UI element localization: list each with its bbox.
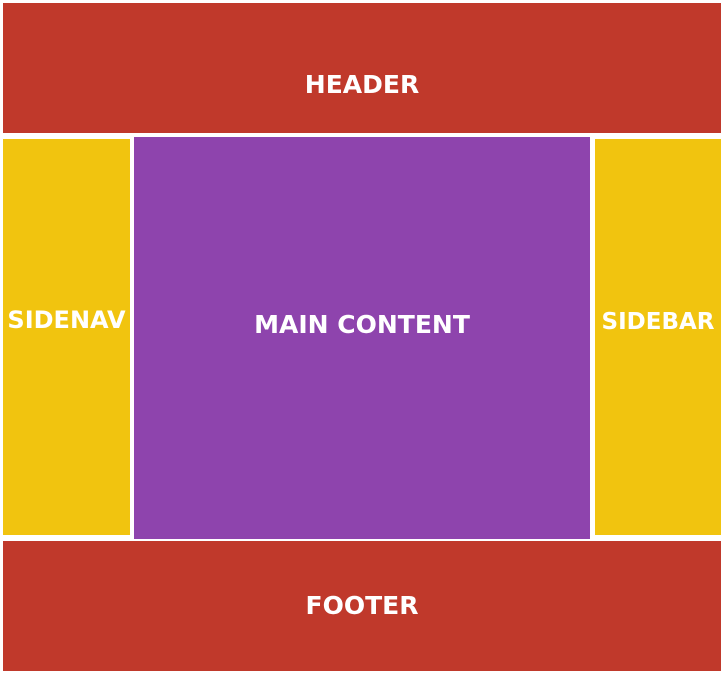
footer-region: FOOTER <box>3 541 721 671</box>
sidenav-region: SIDENAV <box>3 139 130 535</box>
main-content-label: MAIN CONTENT <box>254 309 470 339</box>
sidebar-label: SIDEBAR <box>601 309 715 335</box>
sidebar-region: SIDEBAR <box>595 139 721 535</box>
sidenav-label: SIDENAV <box>7 306 126 334</box>
footer-label: FOOTER <box>305 590 419 620</box>
header-region: HEADER <box>3 3 721 133</box>
main-content-region: MAIN CONTENT <box>134 137 590 539</box>
header-label: HEADER <box>304 69 420 99</box>
